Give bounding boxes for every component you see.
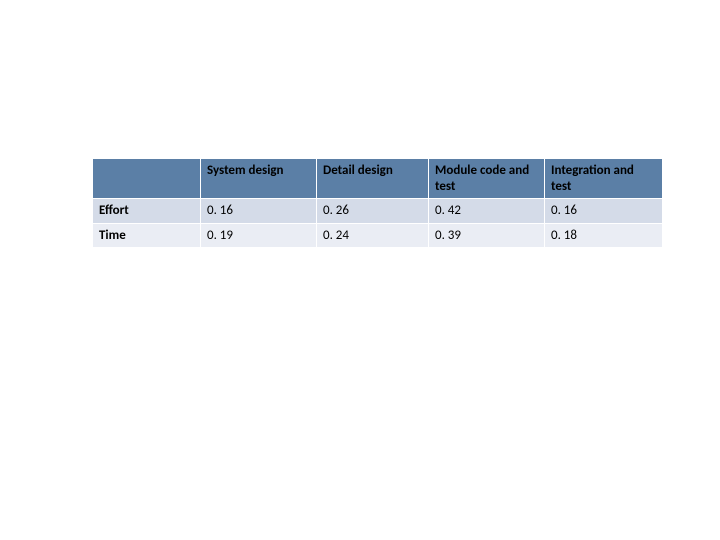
cell-effort-integration-test: 0. 16	[545, 199, 663, 224]
cell-time-system-design: 0. 19	[201, 223, 317, 248]
col-header-detail-design: Detail design	[317, 159, 429, 199]
col-header-blank	[93, 159, 201, 199]
cell-effort-module-code-test: 0. 42	[429, 199, 545, 224]
cell-effort-system-design: 0. 16	[201, 199, 317, 224]
table-row: Time 0. 19 0. 24 0. 39 0. 18	[93, 223, 663, 248]
col-header-integration-test: Integration and test	[545, 159, 663, 199]
cell-effort-detail-design: 0. 26	[317, 199, 429, 224]
table-header-row: System design Detail design Module code …	[93, 159, 663, 199]
row-label-effort: Effort	[93, 199, 201, 224]
effort-time-table-container: System design Detail design Module code …	[92, 158, 662, 248]
effort-time-table: System design Detail design Module code …	[92, 158, 663, 248]
cell-time-module-code-test: 0. 39	[429, 223, 545, 248]
cell-time-integration-test: 0. 18	[545, 223, 663, 248]
col-header-system-design: System design	[201, 159, 317, 199]
row-label-time: Time	[93, 223, 201, 248]
col-header-module-code-test: Module code and test	[429, 159, 545, 199]
table-row: Effort 0. 16 0. 26 0. 42 0. 16	[93, 199, 663, 224]
cell-time-detail-design: 0. 24	[317, 223, 429, 248]
